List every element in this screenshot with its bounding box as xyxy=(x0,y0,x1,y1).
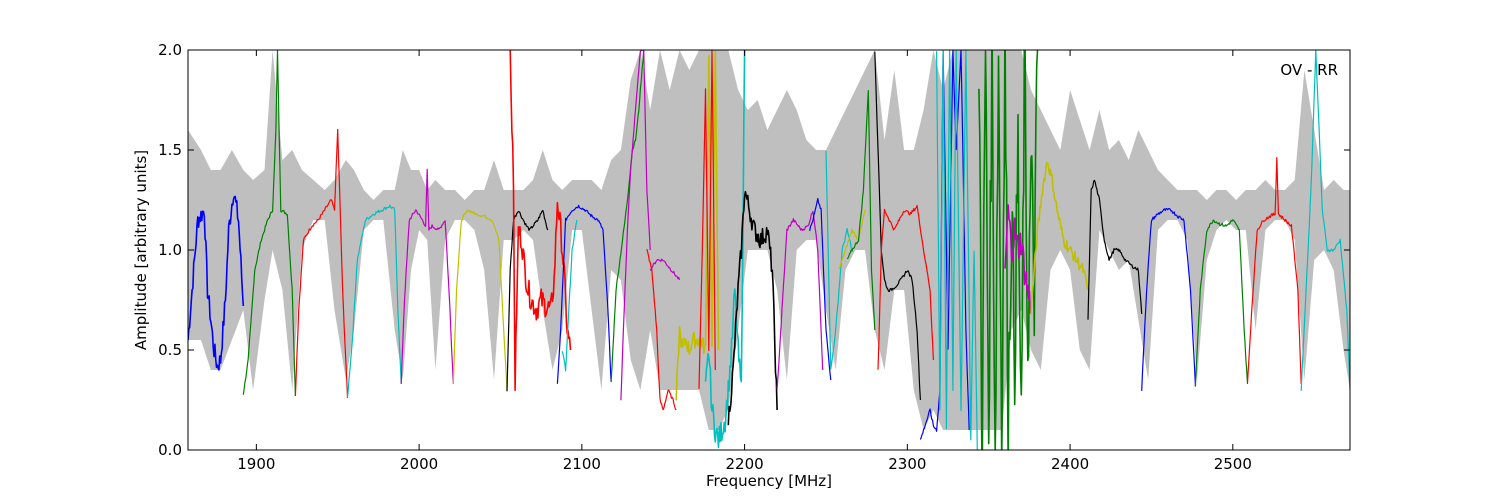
x-tick-label: 2000 xyxy=(400,455,438,473)
series-line-5 xyxy=(400,168,454,385)
series-line-3 xyxy=(294,128,349,399)
series-line-11 xyxy=(610,50,645,383)
plot-area xyxy=(188,50,1350,450)
panel-annotation: OV - RR xyxy=(1280,61,1338,79)
series-line-12 xyxy=(620,50,651,401)
series-group xyxy=(188,50,1350,450)
series-line-34 xyxy=(1246,157,1302,385)
series-line-17 xyxy=(704,50,746,449)
series-line-27 xyxy=(936,50,978,450)
x-tick-label: 2500 xyxy=(1214,455,1252,473)
series-line-18 xyxy=(727,190,778,426)
x-tick-label: 2100 xyxy=(563,455,601,473)
series-line-31 xyxy=(1087,179,1143,320)
series-line-30 xyxy=(1030,162,1089,315)
series-line-25 xyxy=(877,204,934,370)
series-line-8 xyxy=(509,50,572,391)
y-axis-label: Amplitude [arbitrary units] xyxy=(132,150,150,350)
series-line-19 xyxy=(776,210,824,389)
series-line-22 xyxy=(838,209,866,270)
y-tick-label: 0.5 xyxy=(158,341,182,359)
series-line-10 xyxy=(561,219,578,372)
x-axis-label: Frequency [MHz] xyxy=(706,472,832,490)
series-line-35 xyxy=(1300,50,1350,391)
series-line-16 xyxy=(698,50,716,389)
series-line-23 xyxy=(846,90,876,331)
series-line-28 xyxy=(978,50,1039,450)
y-axis: 0.0 0.5 1.0 1.5 2.0 xyxy=(158,41,1350,459)
series-line-29 xyxy=(1004,204,1032,314)
series-line-14 xyxy=(649,258,681,281)
y-tick-label: 1.0 xyxy=(158,241,182,259)
series-line-33 xyxy=(1194,219,1249,387)
series-line-6 xyxy=(452,209,508,391)
x-tick-label: 1900 xyxy=(237,455,275,473)
y-tick-label: 0.0 xyxy=(158,441,182,459)
x-tick-label: 2400 xyxy=(1051,455,1089,473)
series-line-2 xyxy=(242,50,296,397)
series-line-4 xyxy=(346,204,402,398)
y-tick-label: 2.0 xyxy=(158,41,182,59)
series-line-32 xyxy=(1141,207,1196,391)
x-tick-label: 2300 xyxy=(888,455,926,473)
series-line-21 xyxy=(825,150,853,370)
series-line-26 xyxy=(919,50,970,440)
series-line-15 xyxy=(675,50,720,401)
x-axis: 1900 2000 2100 2200 2300 2400 2500 xyxy=(237,50,1252,473)
x-tick-label: 2200 xyxy=(725,455,763,473)
series-line-24 xyxy=(874,51,921,401)
y-tick-label: 1.5 xyxy=(158,141,182,159)
series-line-9 xyxy=(556,204,612,384)
series-line-20 xyxy=(809,197,832,381)
series-line-1 xyxy=(188,195,245,371)
